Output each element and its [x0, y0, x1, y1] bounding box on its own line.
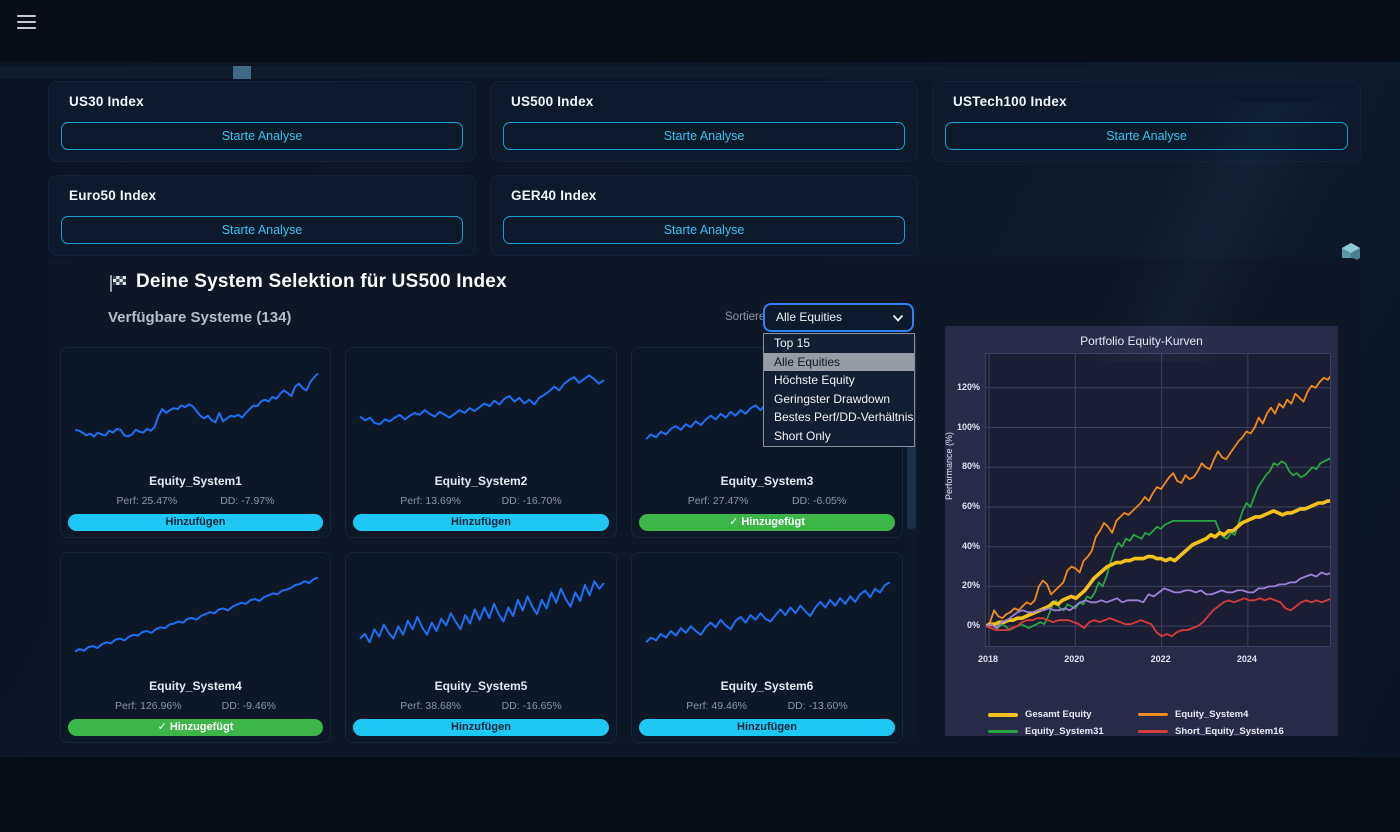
equity-sparkline-chart [645, 581, 891, 644]
equity-sparkline-chart [359, 374, 605, 426]
sort-option[interactable]: Short Only [774, 428, 831, 443]
index-card-us30: US30 Index Starte Analyse [48, 81, 476, 162]
system-perf: Perf: 49.46% [686, 700, 747, 712]
added-system-button[interactable]: ✓ Hinzugefügt [639, 514, 895, 531]
chart-legend: Gesamt Equity Equity_System4 Equity_System… [988, 709, 1318, 737]
system-name: Equity_System5 [434, 679, 528, 693]
system-dd: DD: -16.65% [501, 700, 562, 712]
chevron-down-icon [893, 315, 903, 322]
legend-item: Gesamt Equity [988, 709, 1138, 720]
y-tick-label: 120% [956, 381, 980, 392]
start-analysis-button[interactable]: Starte Analyse [503, 122, 905, 150]
sort-select[interactable]: Alle Equities [763, 303, 914, 332]
add-system-button[interactable]: Hinzufügen [68, 514, 323, 531]
index-card-us500: US500 Index Starte Analyse [490, 81, 918, 162]
legend-label: Equity_System4 [1175, 709, 1249, 720]
system-card: Equity_System6 Perf: 49.46% DD: -13.60% H… [631, 552, 903, 743]
system-perf: Perf: 126.96% [115, 700, 182, 712]
legend-swatch [1138, 713, 1168, 716]
legend-swatch [988, 712, 1018, 717]
index-card-euro50: Euro50 Index Starte Analyse [48, 175, 476, 256]
system-perf: Perf: 25.47% [116, 495, 178, 507]
x-tick-label: 2022 [1150, 654, 1171, 664]
index-card-title: USTech100 Index [953, 94, 1067, 109]
section-title: Deine System Selektion für US500 Index [136, 271, 507, 292]
y-tick-label: 0% [966, 620, 980, 631]
x-tick-label: 2018 [978, 654, 999, 664]
system-card: Equity_System5 Perf: 38.68% DD: -16.65% H… [345, 552, 617, 743]
system-dd: DD: -13.60% [787, 700, 848, 712]
equity-sparkline-chart [359, 580, 605, 644]
equity-sparkline-chart [74, 576, 319, 653]
legend-label: Short_Equity_System16 [1175, 726, 1284, 737]
legend-label: Equity_System31 [1025, 726, 1104, 737]
y-tick-label: 80% [961, 461, 980, 472]
system-dd: DD: -16.70% [501, 495, 562, 507]
index-card-title: Euro50 Index [69, 188, 157, 203]
sort-dropdown-list: Top 15 Alle Equities Höchste Equity Geri… [763, 333, 915, 447]
start-analysis-button[interactable]: Starte Analyse [503, 216, 905, 244]
legend-swatch [1138, 730, 1168, 733]
index-card-ger40: GER40 Index Starte Analyse [490, 175, 918, 256]
available-systems-count: Verfügbare Systeme (134) [108, 309, 292, 326]
x-tick-label: 2024 [1236, 654, 1257, 664]
sort-option[interactable]: Geringster Drawdown [774, 391, 891, 406]
system-name: Equity_System2 [434, 474, 528, 488]
system-name: Equity_System3 [720, 474, 814, 488]
checkered-flag-icon [108, 273, 128, 298]
hamburger-bar [17, 21, 36, 23]
legend-item: Equity_System4 [1138, 709, 1318, 720]
main-content: US30 Index Starte Analyse US500 Index St… [0, 62, 1400, 757]
sort-option[interactable]: Höchste Equity [774, 373, 855, 388]
index-card-title: US30 Index [69, 94, 144, 109]
equity-sparkline-chart [74, 372, 319, 438]
system-perf: Perf: 27.47% [687, 495, 749, 507]
chart-title: Portfolio Equity-Kurven [1080, 334, 1203, 348]
system-name: Equity_System1 [149, 474, 242, 488]
system-perf: Perf: 38.68% [400, 700, 461, 712]
system-dd: DD: -7.97% [220, 495, 275, 507]
horizontal-scrollbar[interactable] [0, 66, 1400, 79]
legend-label: Gesamt Equity [1025, 709, 1092, 720]
system-card: Equity_System2 Perf: 13.69% DD: -16.70% H… [345, 347, 617, 538]
legend-item: Short_Equity_System16 [1138, 726, 1318, 737]
system-dd: DD: -9.46% [221, 700, 276, 712]
added-system-button[interactable]: ✓ Hinzugefügt [68, 719, 323, 736]
x-tick-label: 2020 [1064, 654, 1085, 664]
add-system-button[interactable]: Hinzufügen [353, 514, 609, 531]
legend-item: Equity_System31 [988, 726, 1138, 737]
add-system-button[interactable]: Hinzufügen [639, 719, 895, 736]
horizontal-scrollbar-thumb[interactable] [233, 66, 251, 79]
sort-select-value: Alle Equities [776, 310, 843, 324]
sort-option[interactable]: Top 15 [774, 336, 811, 350]
y-tick-label: 60% [961, 500, 980, 511]
portfolio-equity-chart [985, 353, 1331, 647]
start-analysis-button[interactable]: Starte Analyse [61, 216, 463, 244]
y-tick-label: 100% [956, 421, 980, 432]
system-dd: DD: -6.05% [791, 495, 847, 507]
hamburger-bar [17, 15, 36, 17]
system-selection-section: Deine System Selektion für US500 Index V… [48, 258, 1361, 757]
sort-option-selected[interactable]: Alle Equities [764, 352, 914, 372]
index-card-ustech100: USTech100 Index Starte Analyse [932, 81, 1361, 162]
hamburger-bar [17, 27, 36, 29]
sort-option[interactable]: Bestes Perf/DD-Verhältnis [774, 410, 914, 425]
y-tick-label: 40% [961, 540, 980, 551]
index-card-title: GER40 Index [511, 188, 597, 203]
system-name: Equity_System4 [149, 679, 242, 693]
system-card: Equity_System4 Perf: 126.96% DD: -9.46% ✓… [60, 552, 331, 743]
index-card-title: US500 Index [511, 94, 594, 109]
system-card: Equity_System1 Perf: 25.47% DD: -7.97% Hi… [60, 347, 331, 538]
system-perf: Perf: 13.69% [400, 495, 461, 507]
start-analysis-button[interactable]: Starte Analyse [945, 122, 1348, 150]
hamburger-menu-button[interactable] [17, 15, 36, 31]
system-name: Equity_System6 [720, 679, 814, 693]
y-tick-label: 20% [961, 580, 980, 591]
legend-swatch [988, 730, 1018, 733]
add-system-button[interactable]: Hinzufügen [353, 719, 609, 736]
start-analysis-button[interactable]: Starte Analyse [61, 122, 463, 150]
portfolio-chart-panel: Portfolio Equity-Kurven Performance (%) … [944, 326, 1338, 737]
